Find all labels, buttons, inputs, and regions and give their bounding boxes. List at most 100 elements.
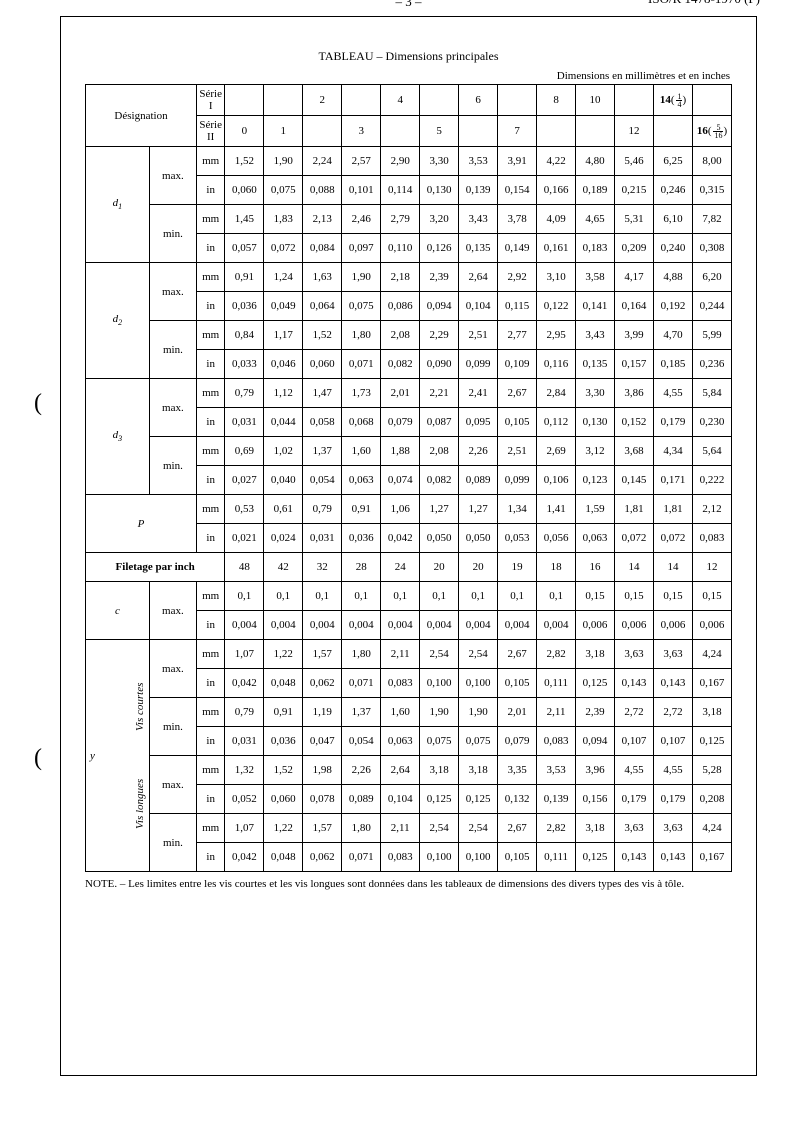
cell: 4,70 bbox=[654, 321, 693, 350]
cell: 2,41 bbox=[459, 379, 498, 408]
cell: 0,145 bbox=[615, 466, 654, 495]
cell: 0,048 bbox=[264, 669, 303, 698]
cell: 0,075 bbox=[264, 176, 303, 205]
cell: 0,036 bbox=[225, 292, 264, 321]
cell: 0,071 bbox=[342, 350, 381, 379]
cell: 0,004 bbox=[420, 611, 459, 640]
c-label: c bbox=[86, 582, 150, 640]
cell: 0,079 bbox=[498, 727, 537, 756]
cell: 1,27 bbox=[459, 495, 498, 524]
cell: 5,84 bbox=[692, 379, 731, 408]
cell: 0,171 bbox=[654, 466, 693, 495]
unit-label: mm bbox=[197, 379, 225, 408]
cell: 0,057 bbox=[225, 234, 264, 263]
cell: 4,24 bbox=[692, 640, 731, 669]
cell: 0,053 bbox=[498, 524, 537, 553]
cell: 0,004 bbox=[342, 611, 381, 640]
vis-longues-label: Vis longues bbox=[133, 765, 147, 843]
cell: 0,107 bbox=[654, 727, 693, 756]
cell: 0,075 bbox=[420, 727, 459, 756]
cell: 0,006 bbox=[692, 611, 731, 640]
cell: 0,111 bbox=[537, 843, 576, 872]
cell: 1,22 bbox=[264, 814, 303, 843]
h1-3 bbox=[342, 85, 381, 116]
cell: 0,024 bbox=[264, 524, 303, 553]
cell: 1,57 bbox=[303, 814, 342, 843]
cell: 8,00 bbox=[692, 147, 731, 176]
cell: 0,183 bbox=[576, 234, 615, 263]
cell: 3,10 bbox=[537, 263, 576, 292]
cell: 0,215 bbox=[615, 176, 654, 205]
cell: 0,063 bbox=[576, 524, 615, 553]
cell: 0,063 bbox=[381, 727, 420, 756]
min-label: min. bbox=[149, 698, 196, 756]
cell: 1,60 bbox=[381, 698, 420, 727]
cell: 0,209 bbox=[615, 234, 654, 263]
cell: 1,17 bbox=[264, 321, 303, 350]
cell: 2,64 bbox=[459, 263, 498, 292]
cell: 0,130 bbox=[420, 176, 459, 205]
cell: 0,1 bbox=[420, 582, 459, 611]
cell: 3,63 bbox=[654, 814, 693, 843]
cell: 0,006 bbox=[576, 611, 615, 640]
unit-label: mm bbox=[197, 582, 225, 611]
table-row: cmax.mm0,10,10,10,10,10,10,10,10,10,150,… bbox=[86, 582, 732, 611]
h1-4: 4 bbox=[381, 85, 420, 116]
cell: 0,097 bbox=[342, 234, 381, 263]
cell: 0,004 bbox=[225, 611, 264, 640]
cell: 1,37 bbox=[342, 698, 381, 727]
unit-label: mm bbox=[197, 814, 225, 843]
cell: 4,55 bbox=[654, 379, 693, 408]
cell: 0,004 bbox=[498, 611, 537, 640]
unit-label: in bbox=[197, 292, 225, 321]
cell: 0,143 bbox=[654, 843, 693, 872]
cell: 0,157 bbox=[615, 350, 654, 379]
cell: 1,41 bbox=[537, 495, 576, 524]
cell: 3,12 bbox=[576, 437, 615, 466]
cell: 24 bbox=[381, 553, 420, 582]
cell: 4,65 bbox=[576, 205, 615, 234]
cell: 1,88 bbox=[381, 437, 420, 466]
binding-mark-1: ( bbox=[34, 390, 42, 417]
cell: 0,105 bbox=[498, 669, 537, 698]
cell: 2,24 bbox=[303, 147, 342, 176]
h2-6 bbox=[459, 116, 498, 147]
cell: 0,100 bbox=[420, 843, 459, 872]
page: – 3 – ISO/R 1478-1970 (F) TABLEAU – Dime… bbox=[0, 0, 793, 1122]
cell: 18 bbox=[537, 553, 576, 582]
cell: 3,43 bbox=[459, 205, 498, 234]
dimensions-table: Désignation Série I 2 4 6 8 10 14(14) bbox=[85, 84, 732, 872]
cell: 5,28 bbox=[692, 756, 731, 785]
cell: 0,156 bbox=[576, 785, 615, 814]
cell: 2,54 bbox=[420, 640, 459, 669]
cell: 3,35 bbox=[498, 756, 537, 785]
cell: 19 bbox=[498, 553, 537, 582]
d2-label: d2 bbox=[86, 263, 150, 379]
cell: 6,20 bbox=[692, 263, 731, 292]
cell: 0,082 bbox=[381, 350, 420, 379]
cell: 1,47 bbox=[303, 379, 342, 408]
cell: 2,51 bbox=[498, 437, 537, 466]
cell: 0,006 bbox=[615, 611, 654, 640]
min-label: min. bbox=[149, 321, 196, 379]
cell: 6,25 bbox=[654, 147, 693, 176]
cell: 1,90 bbox=[264, 147, 303, 176]
table-row: d2max.mm0,911,241,631,902,182,392,642,92… bbox=[86, 263, 732, 292]
cell: 3,18 bbox=[576, 814, 615, 843]
cell: 0,135 bbox=[576, 350, 615, 379]
cell: 1,37 bbox=[303, 437, 342, 466]
cell: 0,060 bbox=[225, 176, 264, 205]
cell: 3,43 bbox=[576, 321, 615, 350]
cell: 0,086 bbox=[381, 292, 420, 321]
cell: 2,11 bbox=[537, 698, 576, 727]
P-label: P bbox=[86, 495, 197, 553]
cell: 0,078 bbox=[303, 785, 342, 814]
cell: 3,53 bbox=[537, 756, 576, 785]
cell: 2,77 bbox=[498, 321, 537, 350]
cell: 1,73 bbox=[342, 379, 381, 408]
cell: 0,135 bbox=[459, 234, 498, 263]
unit-label: in bbox=[197, 350, 225, 379]
unit-label: mm bbox=[197, 147, 225, 176]
cell: 2,84 bbox=[537, 379, 576, 408]
cell: 0,056 bbox=[537, 524, 576, 553]
